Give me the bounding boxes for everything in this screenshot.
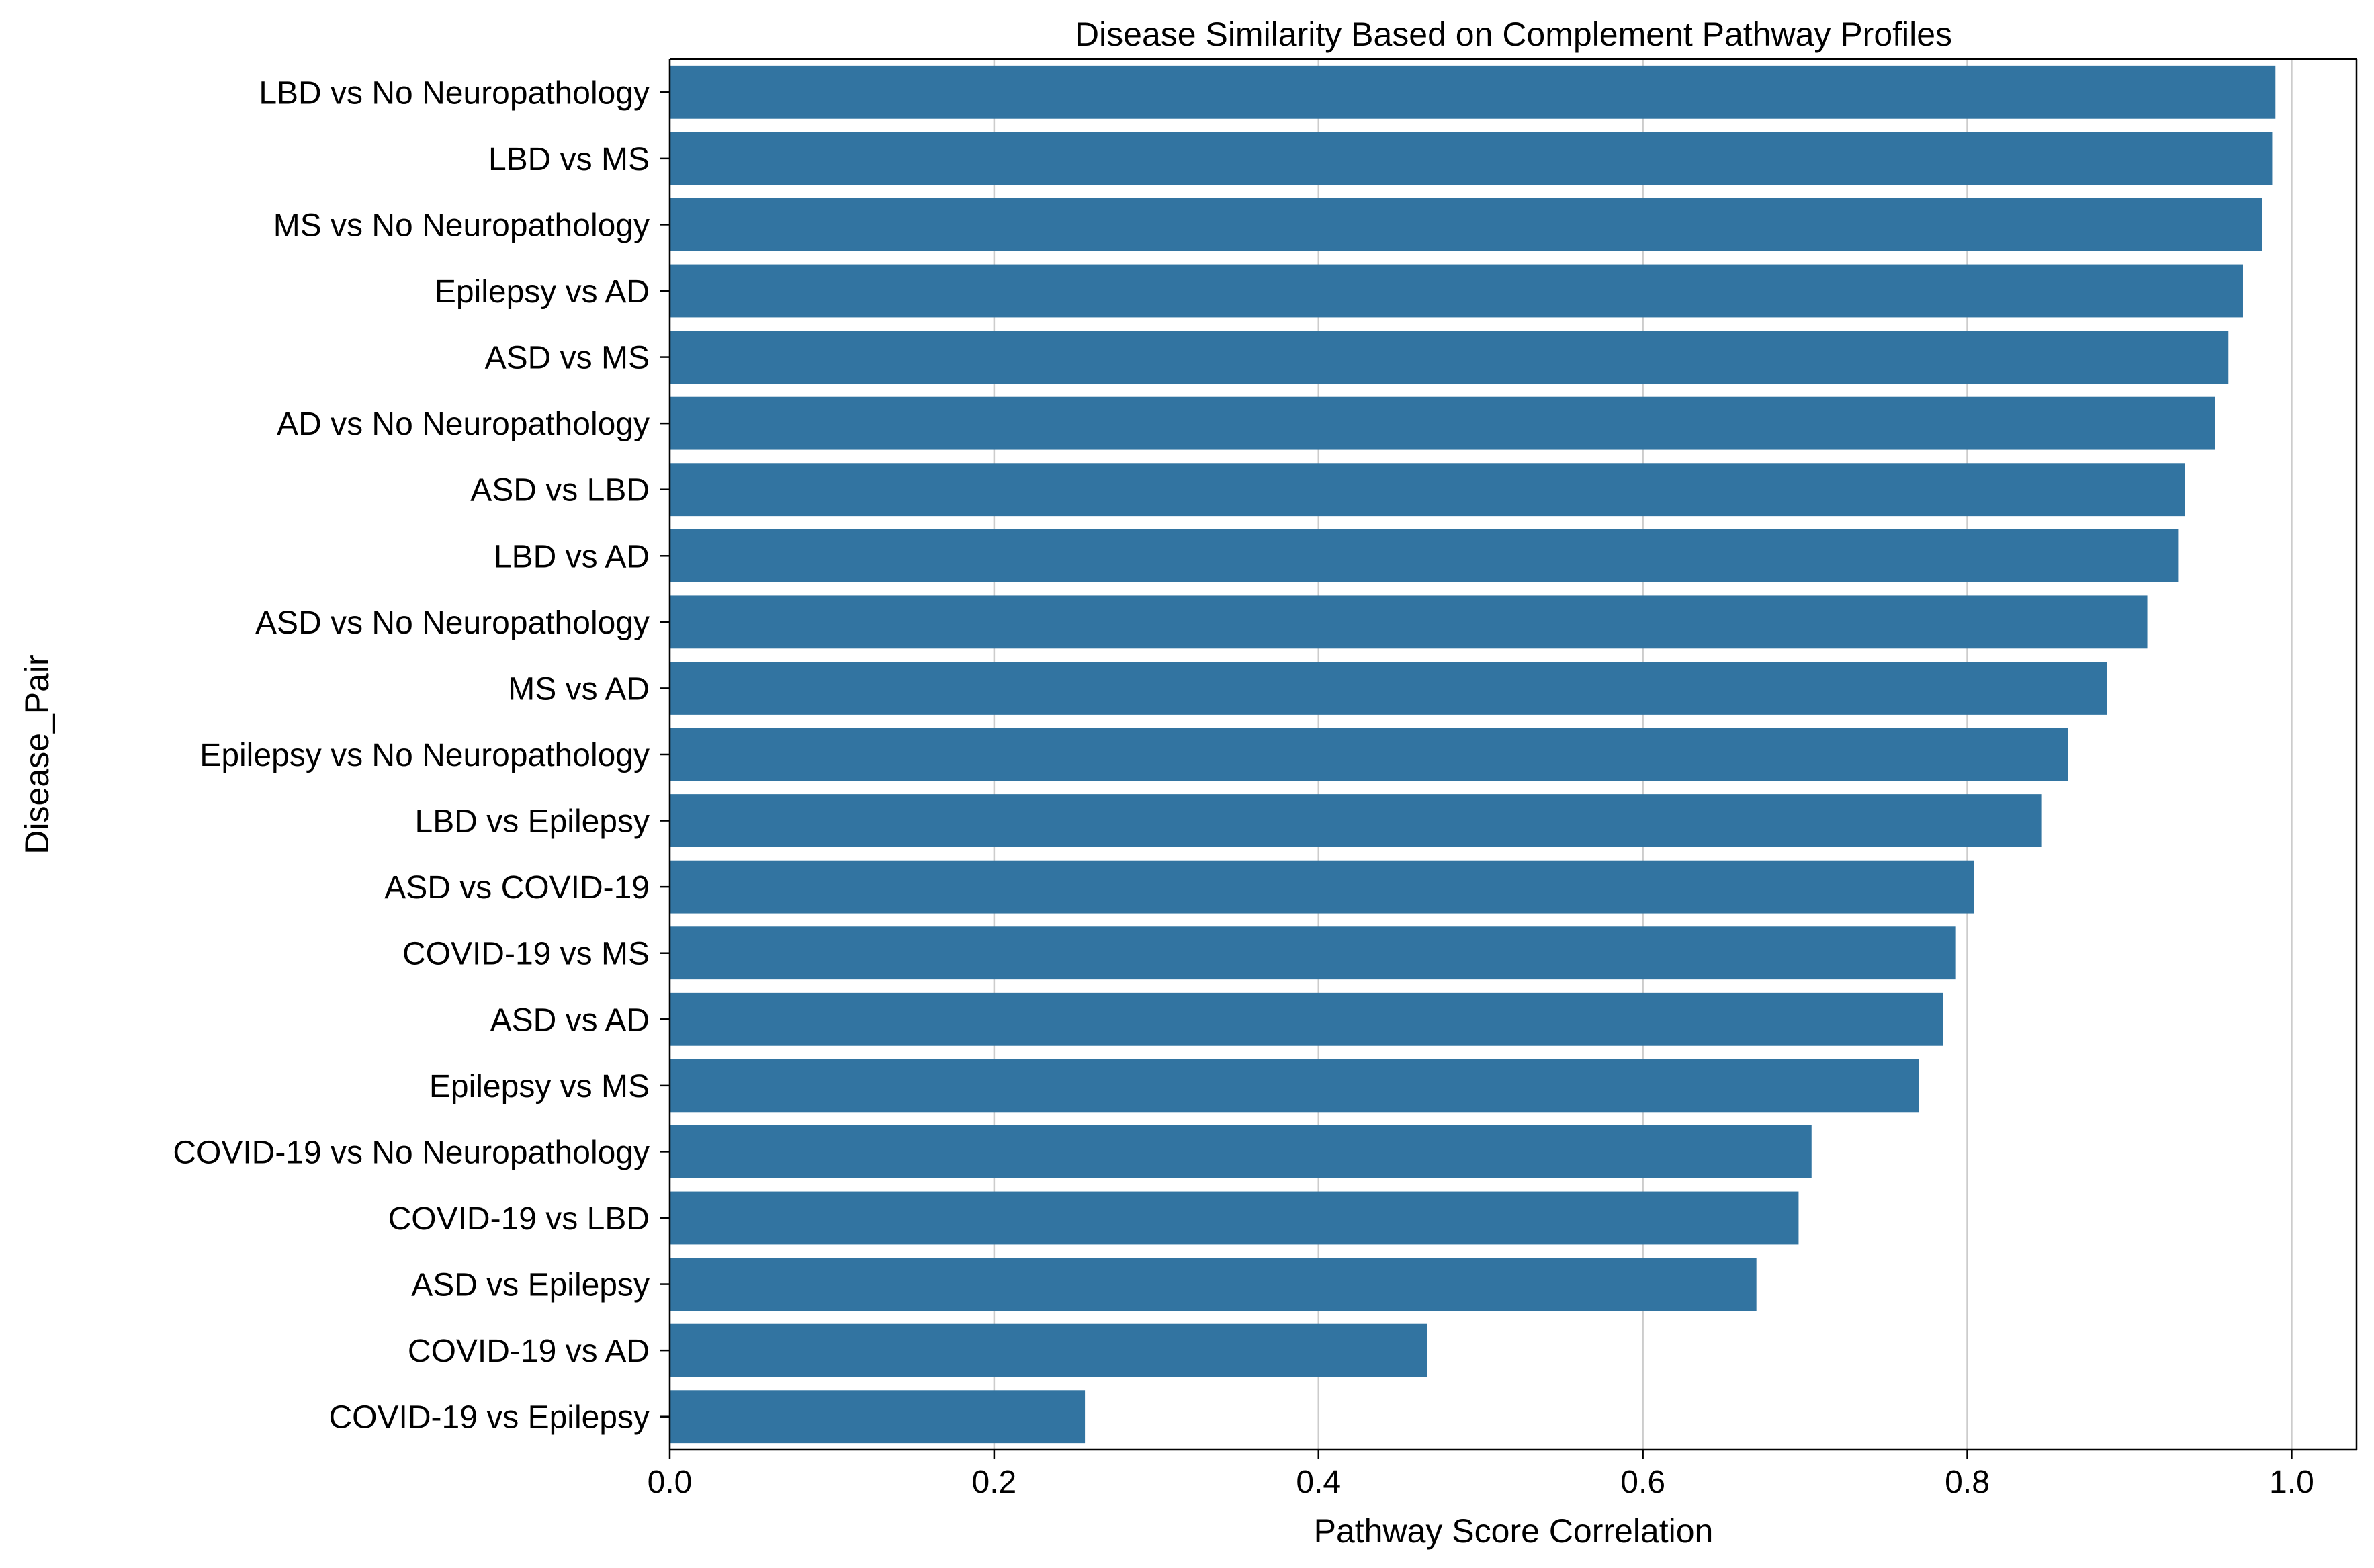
bar — [670, 1125, 1812, 1178]
y-tick-label: LBD vs No Neuropathology — [259, 75, 650, 111]
x-tick-label: 0.6 — [1620, 1465, 1665, 1500]
bar — [670, 1258, 1757, 1311]
y-tick-label: ASD vs LBD — [470, 473, 650, 509]
bar — [670, 396, 2215, 450]
x-tick-label: 0.4 — [1296, 1465, 1341, 1500]
y-tick-label: MS vs No Neuropathology — [273, 208, 650, 243]
y-tick-label: ASD vs Epilepsy — [411, 1268, 650, 1303]
y-tick-label: COVID-19 vs LBD — [388, 1201, 650, 1237]
bar — [670, 264, 2243, 318]
y-tick-label: COVID-19 vs Epilepsy — [329, 1400, 650, 1436]
y-tick-label: Epilepsy vs MS — [429, 1069, 650, 1104]
bar — [670, 794, 2042, 847]
y-tick-label: AD vs No Neuropathology — [277, 406, 650, 442]
x-axis-label: Pathway Score Correlation — [1314, 1512, 1714, 1550]
y-tick-label: COVID-19 vs No Neuropathology — [173, 1135, 650, 1170]
bar — [670, 529, 2179, 582]
bar — [670, 926, 1956, 980]
y-axis-label: Disease_Pair — [18, 654, 56, 854]
bar — [670, 198, 2262, 251]
bar — [670, 1059, 1919, 1113]
chart-title: Disease Similarity Based on Complement P… — [1075, 15, 1952, 53]
x-axis-ticks: 0.0 0.2 0.4 0.6 0.8 1.0 — [648, 1450, 2314, 1500]
y-tick-label: LBD vs AD — [494, 539, 650, 574]
x-tick-label: 0.2 — [972, 1465, 1017, 1500]
y-tick-label: MS vs AD — [508, 671, 650, 707]
x-tick-label: 1.0 — [2269, 1465, 2314, 1500]
bar — [670, 992, 1943, 1046]
bar — [670, 132, 2273, 185]
bar — [670, 331, 2229, 384]
bar — [670, 595, 2148, 649]
y-tick-label: ASD vs COVID-19 — [384, 870, 650, 906]
bar — [670, 1323, 1427, 1377]
y-tick-label: ASD vs AD — [490, 1002, 650, 1038]
y-tick-label: LBD vs MS — [488, 142, 650, 177]
x-tick-label: 0.0 — [648, 1465, 693, 1500]
y-tick-label: COVID-19 vs AD — [408, 1334, 650, 1369]
y-tick-label: ASD vs No Neuropathology — [255, 605, 650, 641]
x-tick-label: 0.8 — [1945, 1465, 1990, 1500]
y-tick-label: ASD vs MS — [485, 341, 650, 376]
bars — [670, 65, 2276, 1444]
bar — [670, 1191, 1799, 1245]
bar — [670, 860, 1974, 914]
y-axis-tick-labels: LBD vs No Neuropathology LBD vs MS MS vs N… — [173, 75, 670, 1436]
y-tick-label: COVID-19 vs MS — [402, 937, 650, 972]
bar — [670, 728, 2068, 781]
bar — [670, 463, 2185, 517]
bar — [670, 662, 2107, 715]
y-tick-label: Epilepsy vs AD — [435, 274, 650, 310]
bar — [670, 1390, 1086, 1444]
y-tick-label: Epilepsy vs No Neuropathology — [200, 738, 650, 773]
y-tick-label: LBD vs Epilepsy — [415, 804, 650, 840]
bar — [670, 65, 2276, 119]
